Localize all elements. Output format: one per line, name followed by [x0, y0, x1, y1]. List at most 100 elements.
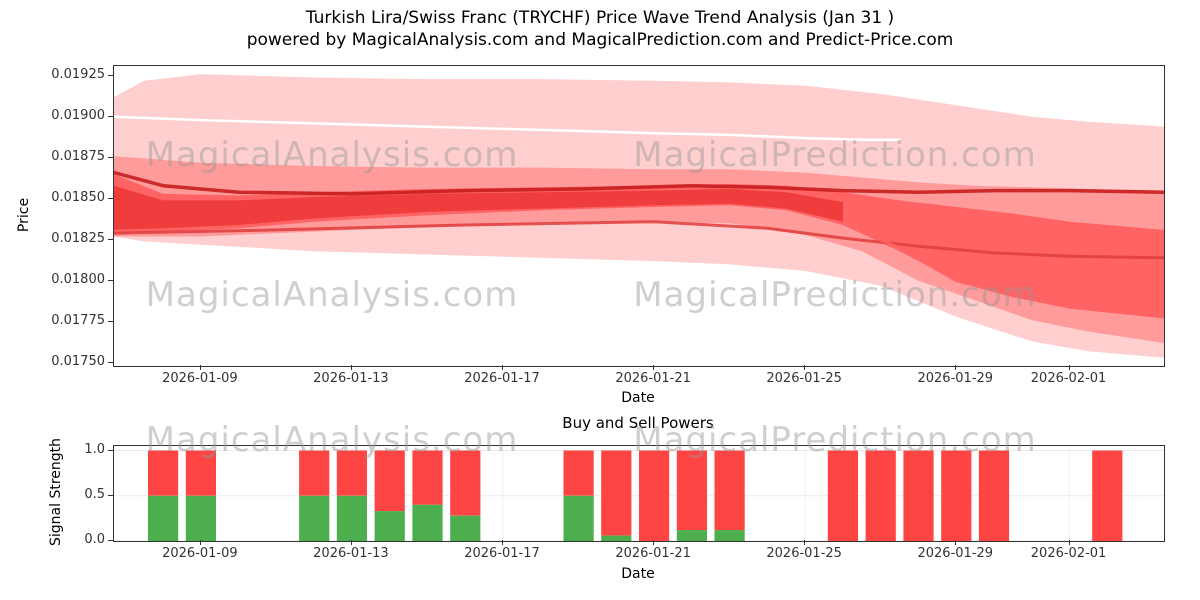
- buy-bar: [563, 495, 594, 541]
- x-tick-mark: [653, 540, 655, 545]
- signal-x-axis-label: Date: [621, 566, 655, 582]
- sell-bar: [903, 450, 934, 541]
- x-tick-label: 2026-02-01: [1030, 371, 1107, 386]
- buy-bar: [374, 511, 405, 541]
- sell-bar: [336, 450, 367, 496]
- buy-bar: [601, 535, 632, 541]
- watermark-prediction-row1: MagicalPrediction.com: [633, 135, 1037, 175]
- x-tick-mark: [1068, 540, 1070, 545]
- y-tick-mark: [108, 494, 113, 496]
- sell-bar: [299, 450, 330, 496]
- sell-bar: [148, 450, 179, 496]
- x-tick-mark: [199, 365, 201, 370]
- x-tick-label: 2026-01-13: [313, 546, 389, 561]
- x-tick-label: 2026-01-17: [464, 546, 540, 561]
- x-tick-mark: [804, 540, 806, 545]
- y-tick-mark: [108, 197, 113, 199]
- sell-bar: [1092, 450, 1123, 541]
- x-tick-mark: [955, 365, 957, 370]
- x-tick-mark: [502, 540, 504, 545]
- y-tick-mark: [108, 320, 113, 322]
- y-tick-mark: [108, 156, 113, 158]
- watermark-analysis-row1: MagicalAnalysis.com: [145, 135, 519, 175]
- x-tick-mark: [350, 540, 352, 545]
- buy-bar: [336, 495, 367, 541]
- y-tick-mark: [108, 74, 113, 76]
- watermark-analysis-row3: MagicalAnalysis.com: [145, 420, 519, 460]
- x-tick-label: 2026-01-17: [464, 371, 540, 386]
- x-tick-label: 2026-01-09: [162, 546, 238, 561]
- y-tick-label: 0.01875: [51, 148, 105, 164]
- y-tick-label: 1.0: [84, 441, 105, 457]
- line-dark-flat: [114, 170, 1164, 196]
- watermark-analysis-row2: MagicalAnalysis.com: [145, 275, 519, 315]
- x-tick-label: 2026-01-09: [162, 371, 238, 386]
- x-tick-label: 2026-01-25: [766, 371, 842, 386]
- sell-bar: [412, 450, 443, 505]
- price-chart-canvas: [114, 74, 1164, 358]
- sell-bar: [714, 450, 745, 531]
- x-tick-mark: [350, 365, 352, 370]
- y-tick-label: 0.01775: [51, 312, 105, 328]
- watermark-prediction-row3: MagicalPrediction.com: [633, 420, 1037, 460]
- x-tick-mark: [1068, 365, 1070, 370]
- y-tick-label: 0.01825: [51, 230, 105, 246]
- buy-bar: [450, 515, 481, 541]
- figure-title-line2: powered by MagicalAnalysis.com and Magic…: [246, 30, 954, 50]
- line-lower-decline: [841, 221, 1164, 315]
- sell-bar: [374, 450, 405, 512]
- band-core-band: [114, 174, 1164, 319]
- y-tick-mark: [108, 279, 113, 281]
- x-tick-label: 2026-01-21: [615, 546, 691, 561]
- band-outer-envelope: [114, 74, 1164, 358]
- y-tick-mark: [108, 449, 113, 451]
- line-mid-decline: [114, 220, 1164, 260]
- x-tick-mark: [955, 540, 957, 545]
- band-mid-band: [114, 156, 1164, 343]
- sell-bar: [639, 450, 670, 541]
- buy-bar: [714, 530, 745, 541]
- figure-title-line1: Turkish Lira/Swiss Franc (TRYCHF) Price …: [305, 8, 895, 28]
- sell-bar: [185, 450, 216, 496]
- price-chart-plot: [113, 65, 1165, 367]
- signal-chart-title: Buy and Sell Powers: [562, 414, 714, 432]
- y-tick-label: 0.01800: [51, 271, 105, 287]
- price-x-axis-label: Date: [621, 390, 655, 406]
- buy-bar: [676, 530, 707, 541]
- sell-bar: [563, 450, 594, 496]
- y-tick-label: 0.01900: [51, 107, 105, 123]
- y-tick-mark: [108, 238, 113, 240]
- y-tick-label: 0.01750: [51, 353, 105, 369]
- signal-chart-plot: [113, 445, 1165, 542]
- y-tick-label: 0.01850: [51, 189, 105, 205]
- x-tick-mark: [653, 365, 655, 370]
- x-tick-label: 2026-02-01: [1030, 546, 1107, 561]
- buy-bar: [299, 495, 330, 541]
- sell-bar: [676, 450, 707, 531]
- x-tick-mark: [502, 365, 504, 370]
- x-tick-label: 2026-01-29: [917, 371, 994, 386]
- y-tick-mark: [108, 115, 113, 117]
- x-tick-mark: [199, 540, 201, 545]
- buy-bar: [412, 504, 443, 541]
- x-tick-label: 2026-01-29: [917, 546, 994, 561]
- watermark-prediction-row2: MagicalPrediction.com: [633, 275, 1037, 315]
- sell-bar: [978, 450, 1010, 541]
- x-tick-label: 2026-01-13: [313, 371, 389, 386]
- sell-bar: [941, 450, 972, 541]
- sell-bar: [827, 450, 858, 541]
- x-tick-label: 2026-01-21: [615, 371, 691, 386]
- y-tick-label: 0.0: [84, 532, 105, 547]
- sell-bar: [450, 450, 481, 516]
- signal-chart-canvas: [114, 446, 1164, 541]
- price-y-axis-label: Price: [16, 197, 32, 233]
- y-tick-mark: [108, 361, 113, 363]
- y-tick-label: 0.5: [84, 486, 105, 502]
- band-core-dark: [114, 185, 843, 230]
- sell-bar: [865, 450, 896, 541]
- buy-bar: [148, 495, 179, 541]
- line-white-trend: [114, 115, 901, 142]
- buy-bar: [185, 495, 216, 541]
- y-tick-mark: [108, 540, 113, 541]
